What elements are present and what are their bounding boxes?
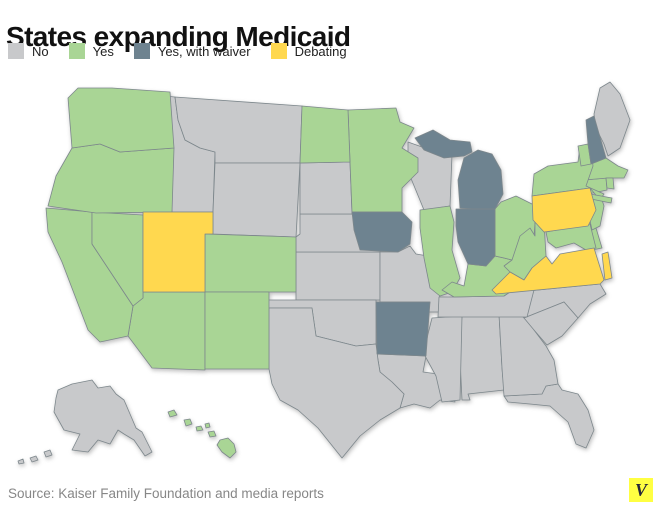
legend-item-waiver: Yes, with waiver: [133, 43, 251, 59]
legend-item-yes: Yes: [68, 43, 114, 59]
state-ak: [17, 458, 25, 465]
state-nm: [204, 291, 270, 370]
state-va: [491, 247, 605, 295]
state-ut: [142, 211, 214, 293]
state-md: [545, 223, 597, 251]
state-wy: [212, 162, 301, 238]
state-in: [455, 208, 496, 267]
legend-item-debating: Debating: [270, 43, 347, 59]
legend-swatch-waiver: [133, 43, 150, 59]
legend-label-yes: Yes: [92, 43, 114, 59]
state-ak: [29, 455, 39, 463]
state-sc: [523, 301, 579, 346]
legend-swatch-no: [8, 43, 24, 59]
state-co: [204, 233, 297, 293]
state-hi: [216, 437, 237, 459]
state-ak: [53, 379, 153, 457]
state-az: [127, 291, 206, 371]
state-ia: [351, 211, 413, 253]
state-al: [459, 313, 505, 401]
state-tx: [268, 307, 405, 459]
state-pa: [531, 187, 597, 233]
legend-swatch-debating: [270, 43, 287, 59]
state-ks: [295, 251, 381, 301]
map-states-group: [17, 81, 631, 465]
legend-swatch-yes: [68, 43, 85, 59]
state-ri: [605, 177, 615, 190]
legend-item-no: No: [8, 43, 49, 59]
state-hi: [167, 409, 178, 418]
state-ak: [43, 449, 53, 458]
state-hi: [183, 418, 193, 427]
state-nh: [585, 115, 607, 165]
page-title: States expanding Medicaid: [6, 20, 351, 52]
state-ar: [375, 301, 431, 357]
legend-label-no: No: [32, 43, 49, 59]
legend-label-waiver: Yes, with waiver: [157, 43, 251, 59]
vox-logo[interactable]: V: [629, 478, 653, 502]
state-nd: [299, 105, 351, 164]
state-hi: [207, 430, 217, 438]
legend: No Yes Yes, with waiver Debating: [8, 43, 347, 59]
state-mi: [414, 129, 473, 159]
state-mi: [457, 149, 504, 210]
state-va: [601, 251, 613, 281]
state-sd: [299, 161, 353, 215]
state-nv: [91, 211, 144, 307]
legend-label-debating: Debating: [294, 43, 347, 59]
source-credit: Source: Kaiser Family Foundation and med…: [8, 486, 324, 501]
vox-logo-letter: V: [634, 480, 647, 500]
state-or: [47, 143, 175, 214]
state-hi: [195, 425, 204, 432]
state-mn: [347, 107, 419, 213]
state-hi: [204, 422, 211, 429]
state-wa: [67, 87, 175, 153]
